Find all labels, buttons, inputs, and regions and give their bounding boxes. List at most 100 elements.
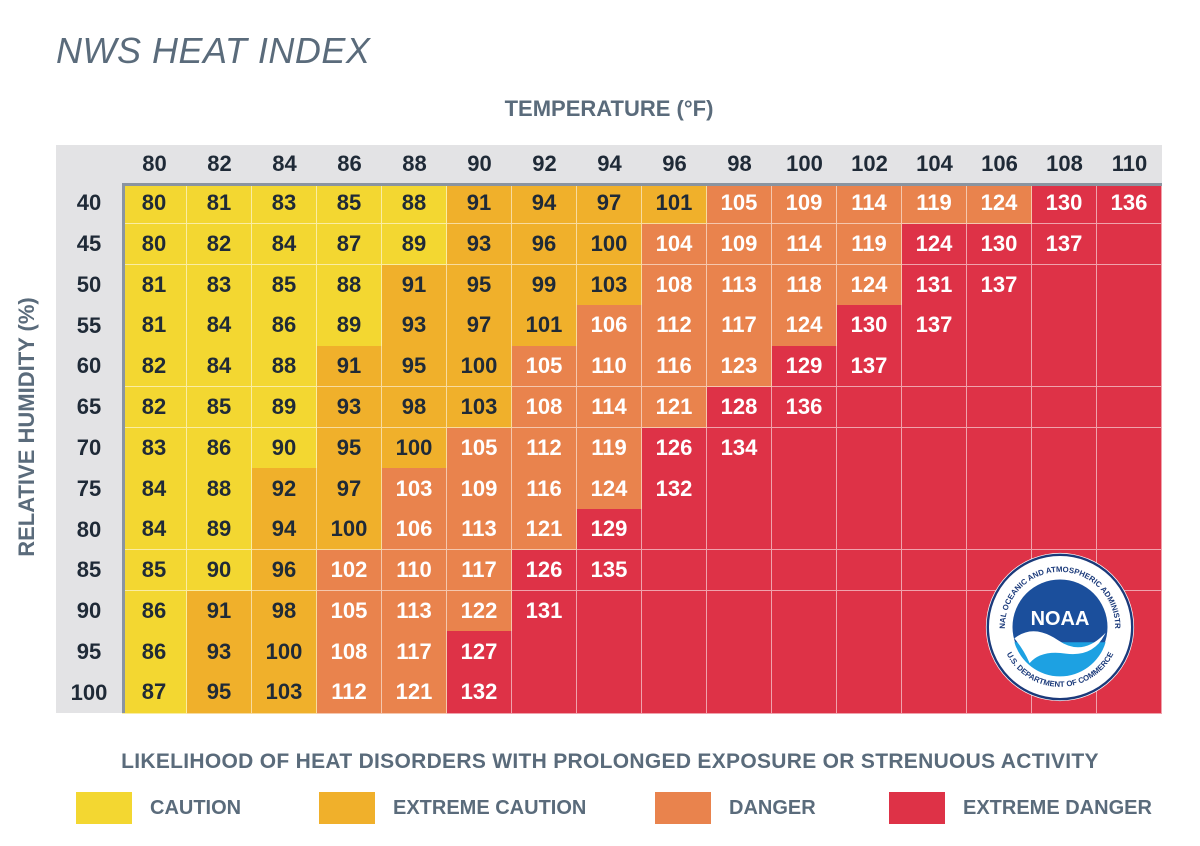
cell-rh55-t98: 117: [707, 305, 772, 347]
cell-rh95-t96: [642, 631, 707, 673]
cell-rh100-t86: 112: [317, 672, 382, 714]
cell-rh60-t106: [967, 346, 1032, 388]
cell-rh65-t90: 103: [447, 386, 512, 429]
legend-label-extreme-caution: EXTREME CAUTION: [393, 796, 587, 819]
cell-rh40-t80: 80: [122, 183, 187, 225]
cell-rh45-t110: [1097, 223, 1162, 266]
cell-rh65-t86: 93: [317, 386, 382, 429]
legend-item-extreme-caution: EXTREME CAUTION: [319, 792, 586, 824]
cell-rh60-t84: 88: [252, 346, 317, 388]
cell-rh55-t104: 137: [902, 305, 967, 347]
cell-rh85-t96: [642, 549, 707, 592]
cell-rh70-t100: [772, 427, 837, 469]
cell-rh40-t82: 81: [187, 183, 252, 225]
col-header-90: 90: [467, 151, 492, 176]
col-header-106: 106: [981, 151, 1018, 176]
cell-rh45-t104: 124: [902, 223, 967, 266]
cell-rh60-t100: 129: [772, 346, 837, 388]
cell-rh45-t102: 119: [837, 223, 902, 266]
cell-rh45-t106: 130: [967, 223, 1032, 266]
cell-rh50-t80: 81: [122, 264, 187, 306]
cell-rh40-t108: 130: [1032, 183, 1097, 225]
cell-rh95-t84: 100: [252, 631, 317, 673]
row-header-45: 45: [76, 231, 102, 257]
cell-rh50-t106: 137: [967, 264, 1032, 306]
cell-rh70-t102: [837, 427, 902, 469]
cell-rh100-t84: 103: [252, 672, 317, 714]
cell-rh70-t96: 126: [642, 427, 707, 469]
row-header-55: 55: [76, 312, 102, 338]
cell-rh55-t86: 89: [317, 305, 382, 347]
logo-wordmark: NOAA: [1031, 608, 1090, 630]
cell-rh75-t108: [1032, 468, 1097, 510]
cell-rh55-t106: [967, 305, 1032, 347]
cell-rh100-t104: [902, 672, 967, 714]
cell-rh100-t82: 95: [187, 672, 252, 714]
col-header-98: 98: [727, 151, 752, 176]
cell-rh55-t100: 124: [772, 305, 837, 347]
cell-rh85-t94: 135: [577, 549, 642, 592]
cell-rh65-t106: [967, 386, 1032, 429]
cell-rh70-t108: [1032, 427, 1097, 469]
cell-rh65-t108: [1032, 386, 1097, 429]
cell-rh55-t80: 81: [122, 305, 187, 347]
row-header-95: 95: [76, 638, 102, 664]
cell-rh55-t102: 130: [837, 305, 902, 347]
cell-rh70-t82: 86: [187, 427, 252, 469]
cell-rh50-t108: [1032, 264, 1097, 306]
cell-rh85-t98: [707, 549, 772, 592]
cell-rh75-t86: 97: [317, 468, 382, 510]
x-axis-label: TEMPERATURE (°F): [504, 96, 714, 121]
cell-rh40-t90: 91: [447, 183, 512, 225]
cell-rh95-t86: 108: [317, 631, 382, 673]
cell-rh100-t80: 87: [122, 672, 187, 714]
cell-rh75-t94: 124: [577, 468, 642, 510]
row-header-70: 70: [76, 434, 102, 460]
cell-rh95-t82: 93: [187, 631, 252, 673]
cell-rh80-t86: 100: [317, 509, 382, 551]
cell-rh70-t94: 119: [577, 427, 642, 469]
cell-rh50-t90: 95: [447, 264, 512, 306]
cell-rh95-t100: [772, 631, 837, 673]
cell-rh50-t92: 99: [512, 264, 577, 306]
cell-rh50-t94: 103: [577, 264, 642, 306]
legend-label-extreme-danger: EXTREME DANGER: [963, 796, 1152, 819]
cell-rh55-t82: 84: [187, 305, 252, 347]
cell-rh70-t84: 90: [252, 427, 317, 469]
cell-rh60-t104: [902, 346, 967, 388]
cell-rh65-t98: 128: [707, 386, 772, 429]
cell-rh75-t100: [772, 468, 837, 510]
cell-rh75-t88: 103: [382, 468, 447, 510]
cell-rh45-t100: 114: [772, 223, 837, 266]
cell-rh85-t92: 126: [512, 549, 577, 592]
cell-rh80-t106: [967, 509, 1032, 551]
cell-rh75-t104: [902, 468, 967, 510]
cell-rh65-t104: [902, 386, 967, 429]
cell-rh90-t84: 98: [252, 590, 317, 632]
cell-rh60-t102: 137: [837, 346, 902, 388]
cell-rh95-t92: [512, 631, 577, 673]
cell-rh100-t96: [642, 672, 707, 714]
cell-rh50-t104: 131: [902, 264, 967, 306]
row-header-60: 60: [76, 353, 102, 379]
cell-rh70-t92: 112: [512, 427, 577, 469]
row-header-80: 80: [76, 516, 102, 542]
cell-rh65-t96: 121: [642, 386, 707, 429]
cell-rh75-t80: 84: [122, 468, 187, 510]
legend-item-caution: CAUTION: [76, 792, 241, 824]
cell-rh80-t84: 94: [252, 509, 317, 551]
cell-rh75-t98: [707, 468, 772, 510]
cell-rh40-t110: 136: [1097, 183, 1162, 225]
col-header-100: 100: [786, 151, 823, 176]
cell-rh55-t110: [1097, 305, 1162, 347]
cell-rh95-t94: [577, 631, 642, 673]
cell-rh55-t88: 93: [382, 305, 447, 347]
row-header-50: 50: [76, 271, 102, 297]
cell-rh90-t104: [902, 590, 967, 632]
cell-rh40-t88: 88: [382, 183, 447, 225]
col-header-84: 84: [272, 151, 297, 176]
cell-rh60-t80: 82: [122, 346, 187, 388]
cell-rh55-t92: 101: [512, 305, 577, 347]
cell-rh70-t106: [967, 427, 1032, 469]
cell-rh70-t88: 100: [382, 427, 447, 469]
